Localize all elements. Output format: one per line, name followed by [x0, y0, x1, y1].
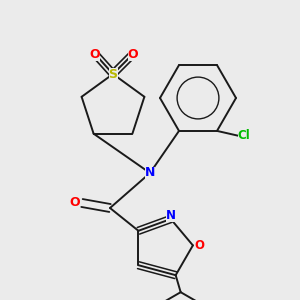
Text: O: O	[194, 239, 204, 252]
Text: O: O	[70, 196, 80, 209]
Text: S: S	[109, 68, 118, 80]
Text: N: N	[166, 208, 176, 221]
Text: O: O	[90, 47, 100, 61]
Text: Cl: Cl	[238, 129, 250, 142]
Text: O: O	[128, 47, 138, 61]
Text: N: N	[145, 167, 155, 179]
